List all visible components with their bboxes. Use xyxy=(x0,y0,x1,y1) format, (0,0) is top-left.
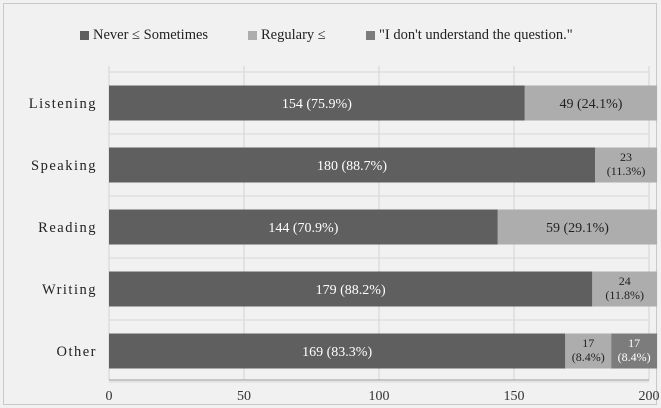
legend-swatch xyxy=(80,31,89,40)
legend-label: Regulary ≤ xyxy=(261,27,326,43)
legend-item-never-sometimes: Never ≤ Sometimes xyxy=(80,27,208,44)
x-tick-label: 100 xyxy=(369,389,390,404)
legend-swatch xyxy=(248,31,257,40)
data-label: 24 (11.8%) xyxy=(605,274,644,302)
data-label: 169 (83.3%) xyxy=(302,345,372,360)
category-label: Listening xyxy=(29,96,97,112)
x-tick-label: 50 xyxy=(237,389,251,404)
legend-swatch xyxy=(366,31,375,40)
bar-segment xyxy=(592,271,658,307)
data-label: 154 (75.9%) xyxy=(282,97,352,112)
category-label: Writing xyxy=(42,282,97,298)
legend: Never ≤ Sometimes Regulary ≤ "I don't un… xyxy=(0,27,661,47)
bar-segment xyxy=(497,209,658,245)
bar-segment xyxy=(524,85,658,121)
bar-segment xyxy=(109,333,566,369)
bar-segment xyxy=(595,147,658,183)
legend-label: "I don't understand the question." xyxy=(379,27,573,43)
data-label: 23 (11.3%) xyxy=(607,150,646,178)
legend-item-dont-understand: "I don't understand the question." xyxy=(366,27,573,44)
category-label: Reading xyxy=(38,220,97,236)
bar-segment xyxy=(611,333,658,369)
data-label: 17 (8.4%) xyxy=(572,336,605,364)
x-tick-label: 200 xyxy=(639,389,660,404)
legend-label: Never ≤ Sometimes xyxy=(93,27,209,43)
data-label: 179 (88.2%) xyxy=(316,283,386,298)
data-label: 49 (24.1%) xyxy=(559,97,622,112)
bar-segment xyxy=(565,333,612,369)
category-label: Speaking xyxy=(31,158,97,174)
x-tick-label: 150 xyxy=(504,389,525,404)
data-label: 144 (70.9%) xyxy=(268,221,338,236)
data-label: 180 (88.7%) xyxy=(317,159,387,174)
data-label: 17 (8.4%) xyxy=(618,336,651,364)
data-label: 59 (29.1%) xyxy=(546,221,609,236)
x-tick-label: 0 xyxy=(106,389,113,404)
bar-segment xyxy=(109,271,593,307)
category-label: Other xyxy=(56,344,97,360)
bar-segment xyxy=(109,209,498,245)
bar-segment xyxy=(109,147,595,183)
bar-segment xyxy=(109,85,525,121)
legend-item-regularly: Regulary ≤ xyxy=(248,27,326,44)
